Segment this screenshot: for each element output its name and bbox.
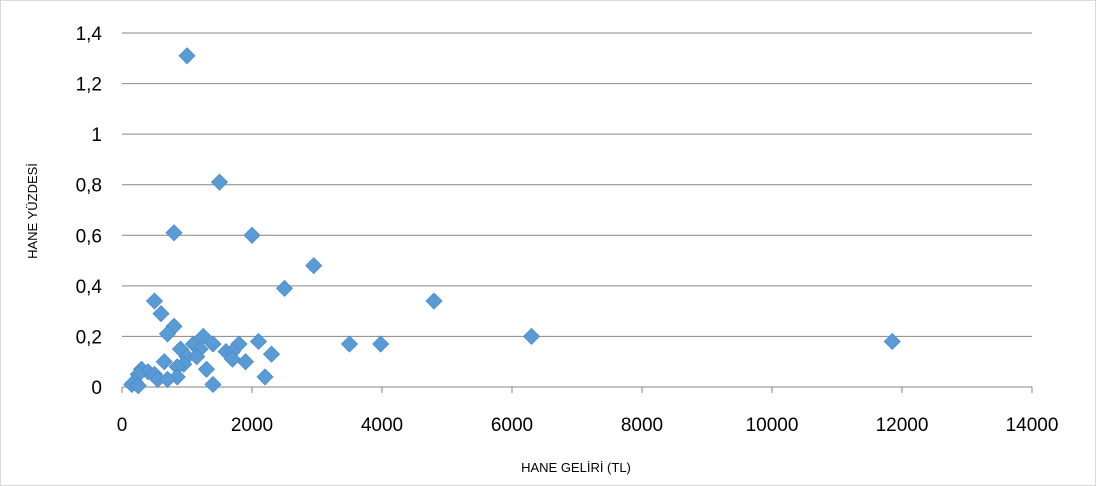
data-point — [158, 370, 177, 388]
y-tick-label: 0,4 — [76, 277, 103, 298]
data-point — [155, 353, 173, 371]
y-tick-label: 1,4 — [76, 24, 103, 45]
x-tick-label: 12000 — [876, 415, 929, 436]
x-tick-label: 0 — [117, 415, 128, 436]
data-point — [256, 368, 274, 386]
data-point — [262, 345, 281, 363]
x-tick-label: 8000 — [621, 415, 663, 436]
data-point — [305, 257, 323, 275]
axes — [121, 386, 1033, 393]
data-point — [249, 332, 268, 351]
data-point — [197, 360, 216, 378]
data-point — [204, 375, 222, 394]
y-tick-label: 0,2 — [76, 327, 102, 348]
data-point — [158, 325, 177, 343]
y-tick-label: 1 — [91, 125, 102, 146]
x-axis-title: HANE GELİRİ (TL) — [521, 460, 631, 475]
y-tick-label: 0,6 — [76, 226, 102, 247]
gridlines — [122, 32, 1032, 337]
x-tick-label: 10000 — [746, 415, 799, 436]
data-point — [340, 335, 359, 353]
data-point — [210, 173, 229, 191]
data-point — [178, 47, 196, 65]
x-tick-label: 6000 — [491, 415, 533, 436]
y-axis-title: HANE YÜZDESİ — [25, 163, 40, 259]
data-point — [145, 292, 164, 310]
x-tick-label: 2000 — [231, 415, 273, 436]
data-point — [522, 327, 541, 345]
x-tick-label: 4000 — [361, 415, 403, 436]
data-points — [123, 47, 901, 395]
x-tick-label: 14000 — [1006, 415, 1059, 436]
data-point — [236, 353, 255, 371]
y-tick-label: 1,2 — [76, 75, 102, 96]
data-point — [425, 292, 443, 310]
data-point — [129, 377, 147, 395]
data-point — [204, 335, 222, 353]
tick-labels: 0 0,2 0,4 0,6 0,8 1 1,2 1,4 0 2000 4000 6000 8000 100… — [76, 24, 1059, 436]
data-point — [372, 335, 390, 353]
y-tick-label: 0,8 — [76, 176, 102, 197]
data-point — [223, 350, 242, 368]
data-point — [883, 332, 901, 351]
data-point — [243, 226, 261, 244]
data-point — [165, 224, 183, 242]
data-point — [152, 305, 170, 323]
y-tick-label: 0 — [91, 378, 102, 399]
data-point — [188, 348, 206, 366]
data-point — [275, 279, 294, 297]
